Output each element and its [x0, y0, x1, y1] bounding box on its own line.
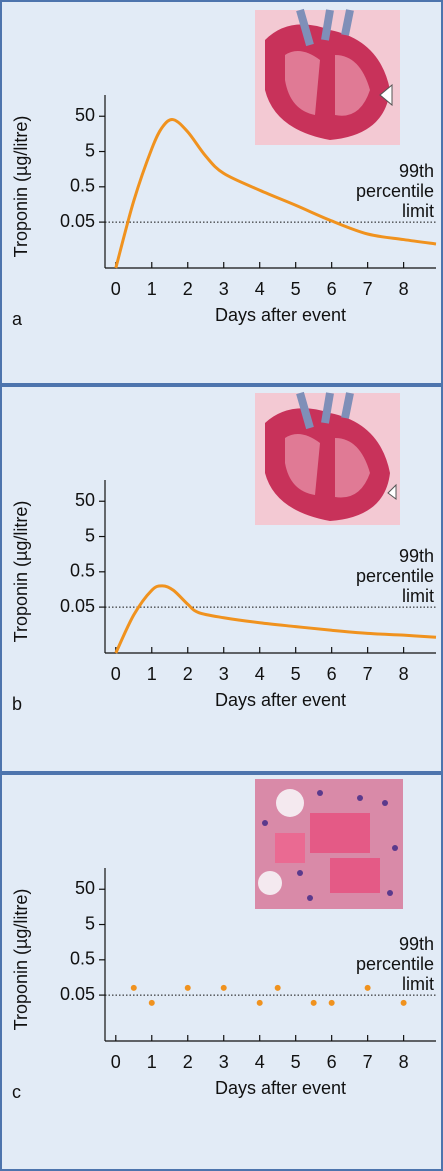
y-tick-label: 50	[75, 490, 95, 510]
x-tick-label: 2	[183, 1052, 193, 1072]
x-tick-label: 8	[399, 1052, 409, 1072]
threshold-label: 99th	[399, 934, 434, 954]
troponin-point	[149, 1000, 155, 1006]
panel-label: c	[12, 1082, 21, 1102]
troponin-point	[131, 985, 137, 991]
x-tick-label: 4	[255, 1052, 265, 1072]
x-tick-label: 1	[147, 1052, 157, 1072]
x-tick-label: 7	[363, 664, 373, 684]
panel-c: 0.05 0.5 5 50 0 1 2 3 4 5 6 7 8 Days after event Tropo…	[1, 774, 442, 1170]
x-tick-label: 4	[255, 664, 265, 684]
troponin-point	[311, 1000, 317, 1006]
x-axis-label: Days after event	[215, 690, 346, 710]
y-tick-label: 5	[85, 525, 95, 545]
heart-illustration	[255, 393, 400, 525]
y-tick-label: 0.05	[60, 984, 95, 1004]
y-tick-label: 5	[85, 913, 95, 933]
x-tick-label: 6	[327, 1052, 337, 1072]
y-tick-label: 0.05	[60, 596, 95, 616]
y-tick-label: 5	[85, 140, 95, 160]
y-tick-label: 0.5	[70, 176, 95, 196]
y-tick-label: 0.5	[70, 561, 95, 581]
x-tick-label: 2	[183, 664, 193, 684]
threshold-label: percentile	[356, 566, 434, 586]
y-axis-label: Troponin (µg/litre)	[11, 889, 31, 1031]
y-tick-label: 50	[75, 105, 95, 125]
y-tick-label: 0.05	[60, 211, 95, 231]
x-tick-label: 7	[363, 1052, 373, 1072]
threshold-label: 99th	[399, 161, 434, 181]
x-tick-label: 6	[327, 664, 337, 684]
x-tick-label: 0	[111, 664, 121, 684]
x-tick-label: 5	[291, 279, 301, 299]
x-tick-label: 8	[399, 664, 409, 684]
troponin-point	[329, 1000, 335, 1006]
x-axis-label: Days after event	[215, 1078, 346, 1098]
panel-label: a	[12, 309, 23, 329]
x-tick-label: 7	[363, 279, 373, 299]
panel-b: 0.05 0.5 5 50 0 1 2 3 4 5 6 7 8 Days after event Tropo…	[1, 386, 442, 772]
x-tick-label: 3	[219, 1052, 229, 1072]
y-axis-label: Troponin (µg/litre)	[11, 501, 31, 643]
x-tick-label: 1	[147, 279, 157, 299]
x-tick-label: 5	[291, 1052, 301, 1072]
y-tick-label: 0.5	[70, 949, 95, 969]
panel-a: 0.05 0.5 5 50 0 1 2 3 4 5 6 7 8 Days after event Tropo…	[1, 1, 442, 384]
y-tick-label: 50	[75, 878, 95, 898]
x-tick-label: 4	[255, 279, 265, 299]
x-tick-label: 0	[111, 279, 121, 299]
troponin-point	[275, 985, 281, 991]
x-tick-label: 0	[111, 1052, 121, 1072]
figure: 0.050.5550012345678Days after eventTropo…	[0, 0, 443, 1171]
x-axis-label: Days after event	[215, 305, 346, 325]
x-tick-label: 6	[327, 279, 337, 299]
x-tick-label: 2	[183, 279, 193, 299]
troponin-point	[185, 985, 191, 991]
troponin-point	[221, 985, 227, 991]
x-tick-label: 3	[219, 279, 229, 299]
threshold-label: limit	[402, 586, 434, 606]
x-tick-label: 3	[219, 664, 229, 684]
panel-label: b	[12, 694, 22, 714]
threshold-label: limit	[402, 201, 434, 221]
threshold-label: percentile	[356, 954, 434, 974]
troponin-point	[401, 1000, 407, 1006]
x-tick-label: 5	[291, 664, 301, 684]
threshold-label: 99th	[399, 546, 434, 566]
histology-image	[255, 779, 403, 909]
troponin-point	[365, 985, 371, 991]
y-axis-label: Troponin (µg/litre)	[11, 116, 31, 258]
troponin-point	[257, 1000, 263, 1006]
threshold-label: limit	[402, 974, 434, 994]
x-tick-label: 8	[399, 279, 409, 299]
x-tick-label: 1	[147, 664, 157, 684]
heart-illustration	[255, 10, 400, 145]
threshold-label: percentile	[356, 181, 434, 201]
